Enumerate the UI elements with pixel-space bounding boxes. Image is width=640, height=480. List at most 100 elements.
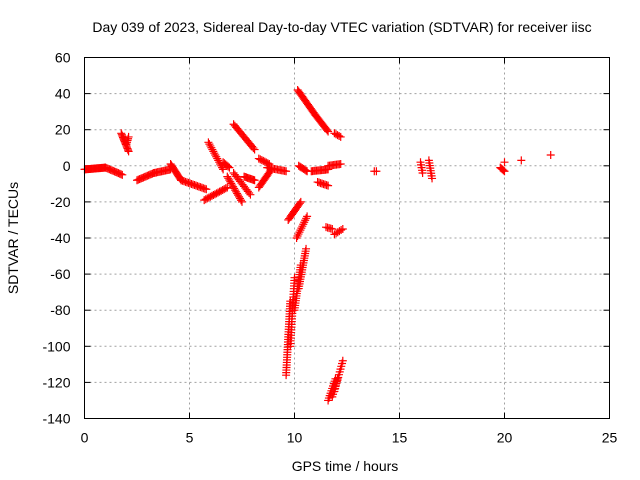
data-point [246,190,255,199]
data-point [303,212,312,221]
data-point [213,154,222,163]
data-point [296,226,305,235]
data-point [223,183,232,192]
data-point [428,174,437,183]
data-point [206,141,215,150]
x-axis-tick-labels: 0 5 10 15 20 25 [81,430,618,446]
data-point [227,179,236,188]
data-point [124,147,133,156]
data-point [234,191,243,200]
data-point [300,218,309,227]
data-point [282,167,291,176]
data-point [235,192,244,201]
data-point [293,232,302,241]
data-point [224,162,233,171]
y-tick-label: -80 [50,302,70,318]
data-point [211,150,220,159]
data-point [500,167,509,176]
data-point [418,169,427,178]
x-tick-label: 15 [392,430,408,446]
data-point [297,224,306,233]
y-axis-label: SDTVAR / TECUs [5,182,21,294]
data-point [223,172,232,181]
data-point [233,189,242,198]
plot-frame [84,57,610,419]
y-tick-label: 20 [55,122,71,138]
data-point [546,150,555,159]
data-point [338,224,347,233]
data-point [124,132,133,141]
data-point [336,159,345,168]
data-point [250,176,259,185]
data-point [231,186,240,195]
y-tick-label: -120 [42,374,70,390]
x-tick-label: 10 [287,430,303,446]
data-point [338,356,347,365]
data-point [228,181,237,190]
data-point [118,170,127,179]
data-point [250,145,259,154]
data-point [301,166,310,175]
data-point [500,158,509,167]
data-point [237,196,246,205]
data-point [226,177,235,186]
data-point [499,166,508,175]
data-point [292,234,301,242]
data-point [328,224,337,233]
data-point [498,165,507,174]
data-point [337,226,346,235]
data-point [205,140,214,149]
data-point [238,197,246,206]
data-point [207,143,216,152]
data-point [229,182,238,191]
y-axis-tick-labels: 60 40 20 0 -20 -40 -60 -80 -100 -120 -140 [42,50,70,427]
data-point [323,126,332,135]
data-point [245,189,254,198]
chart-title: Day 039 of 2023, Sidereal Day-to-day VTE… [92,19,591,35]
y-tick-label: -140 [42,411,70,427]
y-tick-label: 60 [55,50,71,66]
y-tick-label: 40 [55,86,71,102]
data-point [221,184,230,193]
data-point [294,230,303,239]
data-point [335,132,344,141]
data-point [209,147,218,156]
data-point [295,199,304,208]
data-point [336,132,345,141]
x-axis-label: GPS time / hours [292,458,399,474]
data-point [298,222,307,231]
data-point [208,145,217,154]
data-point [324,127,333,136]
data-point [249,144,258,153]
y-tick-label: -60 [50,266,70,282]
y-tick-label: 0 [63,158,71,174]
data-point [202,185,211,194]
data-point [230,184,239,193]
data-point [225,175,234,184]
data-points [80,85,555,405]
data-point [295,228,304,237]
data-point [214,156,223,165]
data-point [290,273,299,282]
x-tick-label: 25 [602,430,618,446]
y-tick-label: -100 [42,338,70,354]
data-point [219,165,228,174]
data-point [224,174,233,183]
data-point [301,216,310,225]
data-point [302,244,311,253]
data-point [517,156,526,165]
data-point [324,181,333,190]
x-tick-label: 20 [497,430,513,446]
data-point [204,138,213,147]
x-tick-label: 5 [186,430,194,446]
data-point [236,194,245,203]
grid-lines [84,57,610,419]
data-point [210,149,219,158]
data-point [212,152,221,161]
data-point [372,167,381,176]
y-tick-label: -40 [50,230,70,246]
data-point [225,163,234,172]
x-tick-label: 0 [81,430,89,446]
data-point [299,220,308,229]
